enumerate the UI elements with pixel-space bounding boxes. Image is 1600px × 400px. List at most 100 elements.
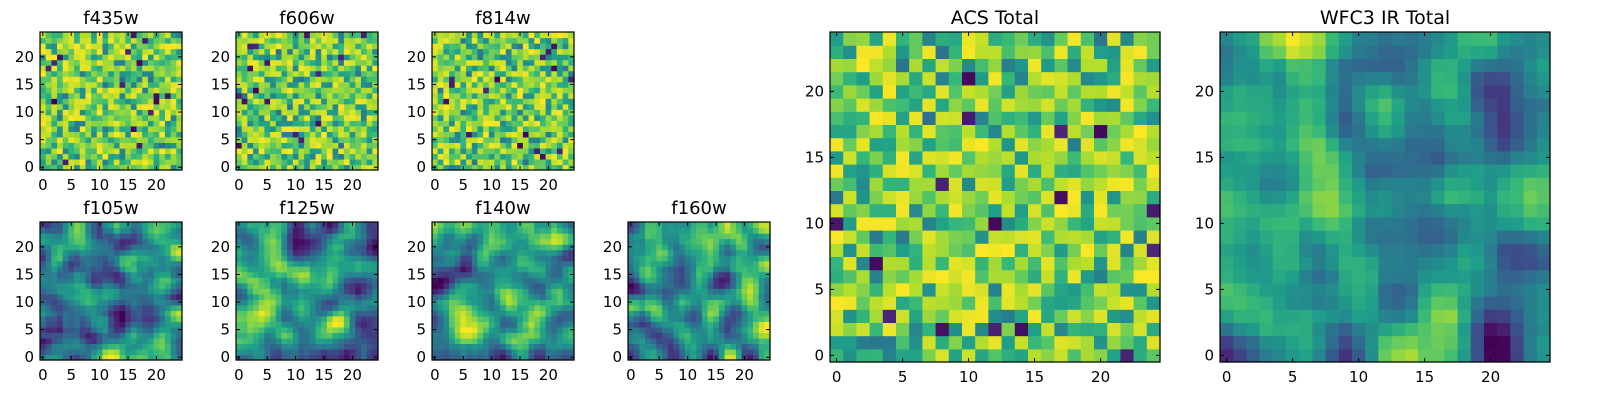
heatmap-cell <box>922 177 937 191</box>
heatmap-cell <box>856 309 871 323</box>
heatmap-cell <box>522 310 530 317</box>
heatmap-cell <box>79 43 87 50</box>
heatmap-cell <box>517 125 524 132</box>
heatmap-cell <box>752 304 760 311</box>
heatmap-cell <box>147 249 155 256</box>
heatmap-cell <box>511 227 518 234</box>
heatmap-cell <box>264 158 271 166</box>
heatmap-cell <box>645 310 652 317</box>
heatmap-cell <box>258 293 265 300</box>
heatmap-cell <box>830 322 844 337</box>
heatmap-cell <box>1120 309 1135 323</box>
heatmap-cell <box>298 125 305 132</box>
heatmap-cell <box>236 48 243 55</box>
heatmap-cell <box>170 103 177 110</box>
heatmap-cell <box>142 310 149 317</box>
heatmap-cell <box>511 299 518 306</box>
heatmap-cell <box>326 249 334 256</box>
heatmap-cell <box>119 348 126 356</box>
heatmap-cell <box>471 158 479 166</box>
heatmap-cell <box>125 92 132 99</box>
heatmap-cell <box>91 65 98 72</box>
heatmap-cell <box>40 337 47 345</box>
heatmap-cell <box>159 59 166 66</box>
heatmap-cell <box>68 131 75 138</box>
heatmap-cell <box>1054 269 1069 284</box>
heatmap-cell <box>315 244 322 251</box>
heatmap-cell <box>355 233 362 240</box>
heatmap-cell <box>639 238 646 245</box>
heatmap-cell <box>236 277 243 284</box>
heatmap-cell <box>130 326 138 333</box>
heatmap-cell <box>1028 309 1042 323</box>
heatmap-cell <box>176 348 183 356</box>
heatmap-cell <box>258 304 265 311</box>
heatmap-cell <box>466 131 473 138</box>
heatmap-cell <box>147 142 155 149</box>
heatmap-cell <box>298 153 305 160</box>
heatmap-cell <box>500 103 507 110</box>
heatmap-cell <box>483 43 490 50</box>
heatmap-cell <box>164 348 172 356</box>
heatmap-cell <box>494 65 501 72</box>
heatmap-cell <box>667 238 675 245</box>
heatmap-cell <box>153 136 160 143</box>
heatmap-cell <box>673 255 680 262</box>
heatmap-cell <box>79 87 87 94</box>
heatmap-cell <box>366 222 373 229</box>
heatmap-cell <box>483 120 490 127</box>
heatmap-cell <box>264 238 271 245</box>
heatmap-cell <box>241 288 248 295</box>
heatmap-cell <box>500 48 507 55</box>
heatmap-cell <box>545 288 552 295</box>
heatmap-cell <box>545 299 552 306</box>
heatmap-cell <box>551 293 558 300</box>
heatmap-cell <box>511 92 518 99</box>
heatmap-cell <box>79 70 87 77</box>
heatmap-cell <box>505 266 513 273</box>
heatmap-cell <box>241 37 248 44</box>
heatmap-cell <box>281 304 288 311</box>
heatmap-cell <box>724 249 731 256</box>
heatmap-cell <box>534 153 541 160</box>
heatmap-cell <box>679 277 686 284</box>
heatmap-cell <box>136 65 143 72</box>
heatmap-cell <box>551 310 558 317</box>
x-tick-label: 20 <box>343 176 362 194</box>
heatmap-cell <box>298 332 305 339</box>
heatmap-cell <box>113 282 121 289</box>
heatmap-cell <box>91 277 98 284</box>
heatmap-cell <box>360 244 368 251</box>
heatmap-cell <box>556 37 564 44</box>
heatmap-cell <box>247 354 254 361</box>
heatmap-cell <box>130 76 138 83</box>
heatmap-cell <box>113 238 121 245</box>
heatmap-cell <box>130 266 138 273</box>
heatmap-cell <box>176 158 183 166</box>
heatmap-cell <box>264 109 271 116</box>
heatmap-cell <box>511 81 518 88</box>
heatmap-cell <box>62 354 69 361</box>
heatmap-cell <box>650 343 657 350</box>
heatmap-cell <box>483 153 490 160</box>
heatmap-cell <box>79 238 87 245</box>
heatmap-cell <box>690 299 697 306</box>
heatmap-cell <box>673 260 680 267</box>
heatmap-cell <box>471 266 479 273</box>
x-tick-label: 20 <box>539 176 558 194</box>
heatmap-cell <box>752 337 760 345</box>
heatmap-cell <box>332 299 339 306</box>
heatmap-cell <box>153 315 160 322</box>
heatmap-cell <box>309 282 317 289</box>
heatmap-cell <box>349 87 356 94</box>
heatmap-cell <box>275 260 283 267</box>
heatmap-cell <box>1107 309 1121 323</box>
heatmap-cell <box>91 87 98 94</box>
heatmap-cell <box>360 321 368 328</box>
heatmap-cell <box>292 81 300 88</box>
heatmap-cell <box>287 125 294 132</box>
heatmap-cell <box>690 293 697 300</box>
heatmap-cell <box>326 164 334 171</box>
heatmap-cell <box>505 81 513 88</box>
heatmap-cell <box>432 293 439 300</box>
